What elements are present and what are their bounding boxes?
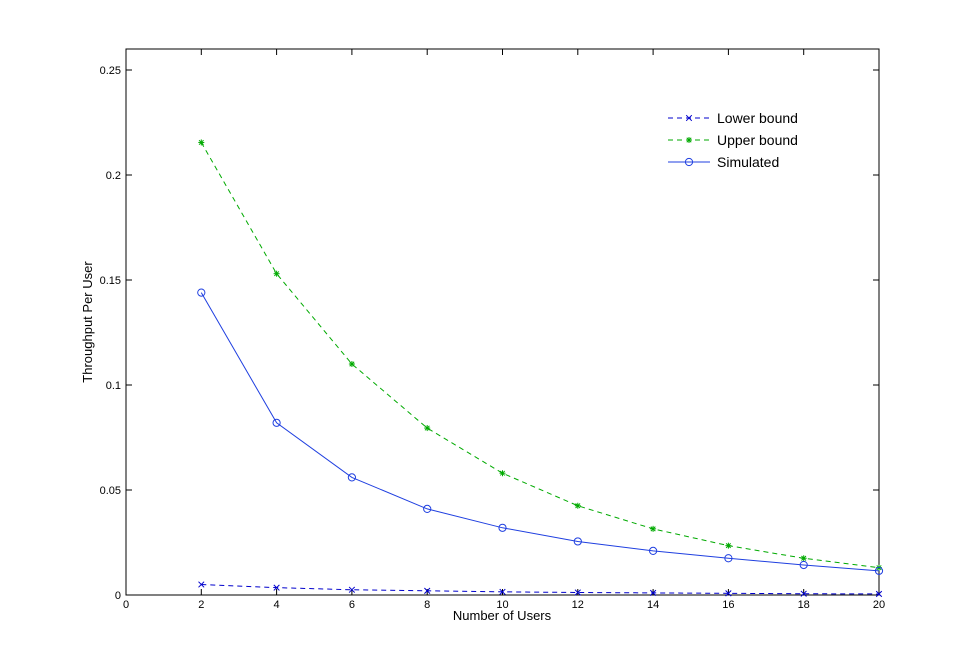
- data-point: [273, 584, 280, 591]
- series-simulated: [197, 288, 884, 575]
- data-point: [800, 555, 807, 562]
- data-point: [273, 270, 280, 277]
- series-line: [200, 142, 880, 569]
- data-point: [423, 504, 432, 513]
- series-group: [197, 139, 884, 598]
- y-tick-label: 0.15: [100, 275, 121, 287]
- legend-item: Upper bound: [668, 132, 798, 148]
- legend-item: Lower bound: [668, 110, 798, 126]
- data-point: [498, 523, 507, 532]
- data-point: [574, 502, 581, 509]
- data-point: [198, 139, 205, 146]
- x-tick-label: 4: [274, 599, 280, 611]
- y-tick-label: 0.2: [106, 170, 121, 182]
- data-point: [874, 566, 884, 575]
- data-point: [725, 542, 732, 549]
- y-tick-label: 0.25: [100, 65, 121, 77]
- data-point: [875, 590, 883, 598]
- x-tick-label: 8: [424, 599, 430, 611]
- x-tick-label: 16: [722, 599, 734, 611]
- data-point: [499, 588, 506, 596]
- data-point: [573, 537, 582, 546]
- legend-label: Lower bound: [717, 110, 798, 126]
- series-lower-bound: [198, 581, 883, 598]
- data-point: [347, 473, 356, 482]
- x-tick-label: 20: [873, 599, 885, 611]
- x-axis-title: Number of Users: [453, 608, 552, 623]
- data-point: [800, 590, 807, 597]
- data-point: [685, 114, 693, 122]
- series-upper-bound: [198, 139, 882, 571]
- data-point: [348, 361, 355, 367]
- legend-label: Simulated: [717, 154, 779, 170]
- y-tick-label: 0: [115, 590, 121, 602]
- x-tick-label: 12: [572, 599, 584, 611]
- legend-item: Simulated: [668, 154, 779, 170]
- data-point: [649, 589, 657, 597]
- data-point: [424, 587, 431, 594]
- data-point: [272, 418, 281, 427]
- data-point: [499, 470, 506, 477]
- x-tick-label: 18: [798, 599, 810, 611]
- x-tick-label: 2: [198, 599, 204, 611]
- data-point: [198, 581, 205, 588]
- data-point: [650, 525, 657, 532]
- series-line: [200, 292, 880, 572]
- x-tick-label: 10: [496, 599, 508, 611]
- x-tick-label: 14: [647, 599, 659, 611]
- legend-label: Upper bound: [717, 132, 798, 148]
- data-point: [684, 157, 694, 167]
- data-point: [686, 137, 692, 143]
- legend: Lower bound Upper bound Simulated: [660, 103, 820, 181]
- data-point: [649, 546, 658, 556]
- data-point: [348, 586, 356, 593]
- data-point: [799, 560, 808, 570]
- x-tick-label: 6: [349, 599, 355, 611]
- y-axis-title: Throughput Per User: [80, 261, 95, 383]
- y-tick-label: 0.05: [100, 485, 121, 497]
- y-tick-label: 0.1: [106, 380, 121, 392]
- data-point: [724, 554, 733, 563]
- data-point: [725, 590, 732, 597]
- data-point: [424, 425, 431, 432]
- y-tick-labels: 0 0.05 0.1 0.15 0.2 0.25: [100, 65, 121, 602]
- data-point: [574, 589, 581, 596]
- data-point: [197, 288, 206, 297]
- x-tick-labels: 0 2 4 6 8 10 12 14 16 18 20: [123, 599, 885, 611]
- x-tick-label: 0: [123, 599, 129, 611]
